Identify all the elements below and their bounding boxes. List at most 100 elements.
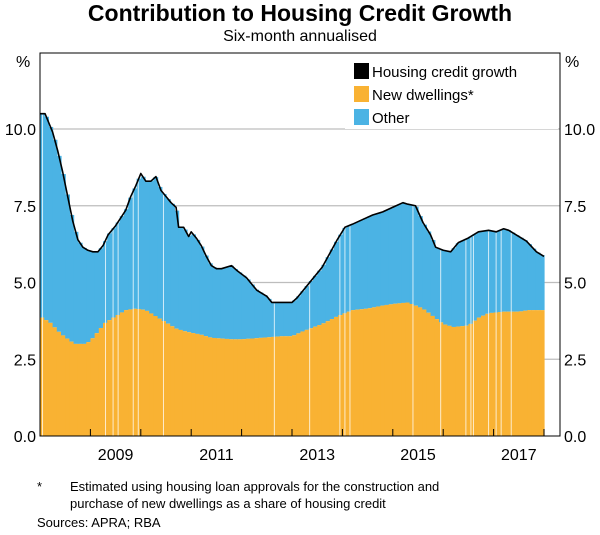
new-dwellings-bar — [535, 310, 541, 436]
other-bar — [153, 176, 159, 317]
new-dwellings-bar — [334, 316, 339, 436]
new-dwellings-bar — [145, 310, 150, 436]
other-bar — [489, 230, 495, 313]
other-bar — [250, 284, 255, 339]
new-dwellings-bar — [527, 310, 532, 436]
other-bar — [367, 216, 373, 309]
other-bar — [178, 227, 184, 330]
new-dwellings-bar — [174, 328, 180, 436]
plot-areas — [40, 113, 545, 436]
other-bar — [439, 249, 444, 323]
y-axis-unit-left: % — [16, 54, 30, 71]
new-dwellings-bar — [77, 343, 83, 436]
new-dwellings-bar — [250, 338, 255, 436]
new-dwellings-bar — [56, 331, 62, 436]
new-dwellings-bar — [203, 336, 209, 436]
new-dwellings-bar — [166, 323, 171, 436]
new-dwellings-bar — [405, 302, 411, 436]
y-tick-label-right: 2.5 — [564, 352, 586, 369]
new-dwellings-bar — [208, 337, 213, 436]
other-bar — [359, 220, 364, 310]
other-bar — [124, 209, 129, 311]
other-bar — [476, 231, 482, 318]
other-bar — [233, 269, 238, 340]
other-bar — [157, 186, 163, 319]
other-bar — [346, 225, 352, 312]
new-dwellings-bar — [254, 338, 259, 436]
other-bar — [56, 155, 62, 332]
other-bar — [451, 248, 457, 327]
other-bar — [325, 257, 331, 322]
other-bar — [283, 302, 289, 337]
other-bar — [77, 242, 83, 344]
other-bar — [392, 206, 398, 304]
other-bar — [136, 178, 142, 310]
new-dwellings-bar — [308, 328, 314, 436]
new-dwellings-bar — [392, 303, 398, 436]
new-dwellings-bar — [229, 339, 234, 436]
legend-swatch — [354, 109, 369, 125]
y-tick-label-left: 10.0 — [5, 122, 36, 139]
other-bar — [245, 279, 251, 339]
other-bar — [523, 240, 528, 311]
new-dwellings-bar — [52, 327, 58, 436]
other-bar — [48, 126, 54, 323]
other-bar — [321, 264, 327, 324]
new-dwellings-bar — [350, 310, 356, 436]
new-dwellings-bar — [233, 339, 238, 436]
other-bar — [174, 210, 180, 329]
other-bar — [535, 252, 541, 311]
new-dwellings-bar — [376, 306, 381, 436]
new-dwellings-bar — [262, 337, 268, 436]
new-dwellings-bar — [187, 332, 192, 436]
other-bar — [220, 268, 226, 339]
new-dwellings-bar — [460, 326, 465, 436]
other-bar — [182, 229, 188, 332]
new-dwellings-bar — [161, 321, 167, 436]
other-bar — [203, 255, 209, 337]
y-tick-label-right: 5.0 — [564, 276, 586, 293]
new-dwellings-bar — [439, 322, 444, 436]
new-dwellings-bar — [321, 323, 327, 436]
new-dwellings-bar — [287, 336, 293, 436]
legend-swatch — [354, 86, 369, 102]
other-bar — [166, 199, 171, 324]
new-dwellings-bar — [476, 317, 482, 436]
other-bar — [140, 176, 146, 310]
other-bar — [304, 286, 310, 330]
other-bar — [355, 222, 360, 310]
other-bar — [397, 204, 402, 304]
other-bar — [464, 238, 469, 326]
other-bar — [216, 268, 222, 339]
other-bar — [409, 204, 415, 304]
y-tick-label-left: 5.0 — [14, 276, 36, 293]
new-dwellings-bar — [539, 310, 545, 436]
new-dwellings-bar — [329, 319, 335, 436]
new-dwellings-bar — [514, 311, 520, 436]
new-dwellings-bar — [485, 313, 490, 436]
legend-label: Other — [372, 110, 410, 127]
other-bar — [94, 251, 100, 334]
new-dwellings-bar — [258, 337, 264, 436]
new-dwellings-bar — [86, 342, 91, 436]
other-bar — [237, 272, 243, 340]
x-tick-label: 2013 — [299, 447, 335, 464]
new-dwellings-bar — [338, 315, 343, 436]
other-bar — [514, 235, 520, 312]
other-bar — [485, 230, 490, 314]
new-dwellings-bar — [157, 318, 163, 436]
x-tick-label: 2009 — [98, 447, 134, 464]
other-bar — [434, 247, 440, 320]
legend-swatch — [354, 63, 369, 79]
new-dwellings-bar — [380, 305, 385, 436]
new-dwellings-bar — [140, 309, 146, 436]
new-dwellings-bar — [422, 309, 427, 436]
other-bar — [518, 237, 524, 312]
new-dwellings-bar — [502, 311, 507, 436]
new-dwellings-bar — [153, 316, 159, 436]
new-dwellings-bar — [128, 309, 133, 436]
new-dwellings-bar — [451, 326, 457, 436]
new-dwellings-bar — [363, 308, 369, 436]
new-dwellings-bar — [506, 311, 511, 436]
new-dwellings-bar — [224, 338, 230, 436]
